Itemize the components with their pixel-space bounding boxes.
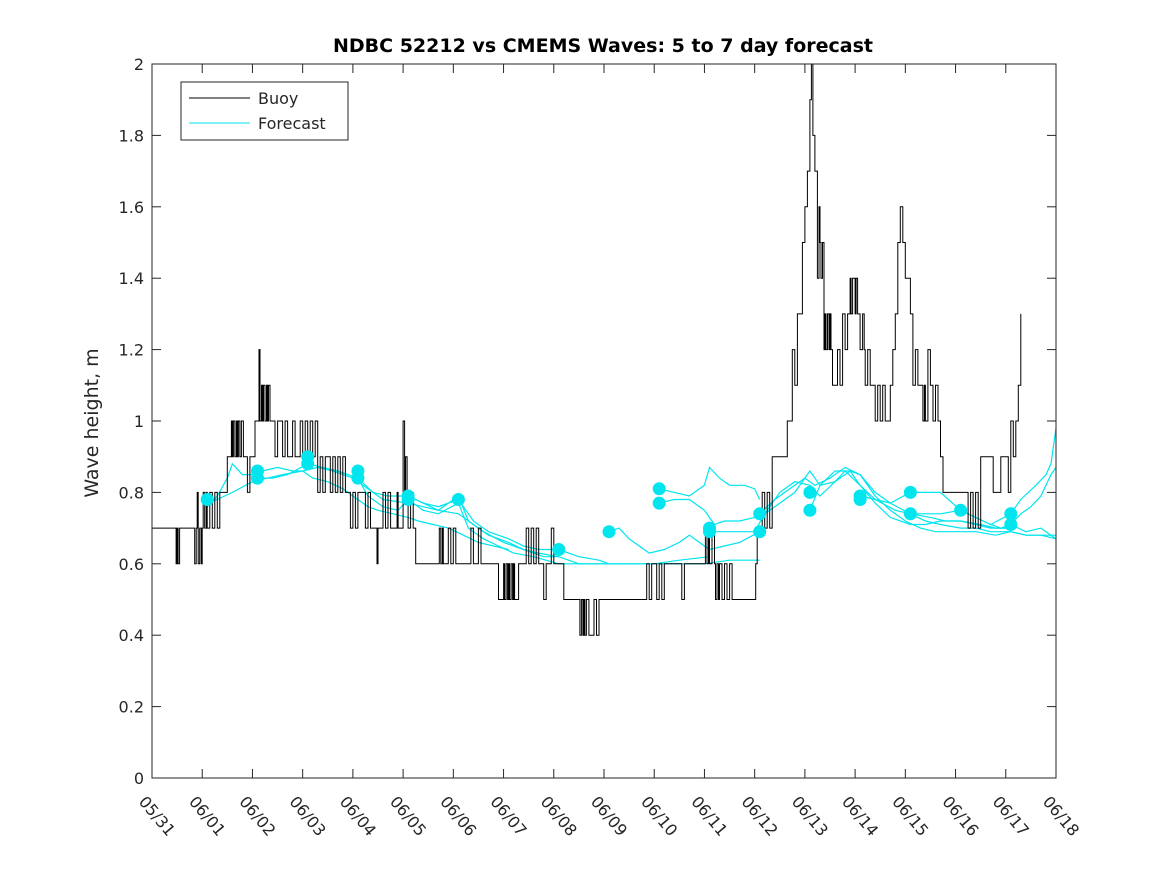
forecast-marker	[652, 482, 666, 496]
forecast-marker	[903, 507, 917, 521]
forecast-marker	[602, 525, 616, 539]
forecast-run-line	[759, 466, 1056, 536]
y-axis: 0 0.2 0.4 0.6 0.8 1 1.2 1.4 1.6 1.8 2	[119, 55, 1056, 788]
y-tick-label: 1.8	[119, 126, 144, 145]
y-tick-label: 0.8	[119, 483, 144, 502]
forecast-marker	[803, 503, 817, 517]
forecast-marker	[1004, 518, 1018, 531]
y-tick-label: 0	[134, 769, 144, 788]
forecast-marker	[251, 471, 264, 485]
forecast-marker	[903, 485, 917, 499]
y-tick-label: 1.4	[119, 269, 144, 288]
forecast-run-line	[809, 467, 1056, 529]
forecast-run-line	[659, 466, 761, 500]
forecast-marker	[753, 525, 767, 539]
forecast-marker	[552, 543, 566, 556]
buoy-series	[152, 64, 1022, 636]
y-tick-label: 0.6	[119, 555, 144, 574]
legend-label-buoy: Buoy	[258, 89, 298, 108]
y-tick-label: 1.6	[119, 198, 144, 217]
y-axis-title: Wave height, m	[81, 348, 103, 497]
forecast-run-line	[257, 463, 610, 565]
forecast-marker	[853, 489, 867, 503]
forecast-marker	[301, 457, 315, 471]
forecast-run-line	[910, 509, 1056, 540]
forecast-marker	[451, 493, 465, 506]
y-tick-label: 1.2	[119, 341, 144, 360]
y-tick-label: 0.4	[119, 626, 144, 645]
legend-box	[180, 81, 349, 141]
forecast-marker	[753, 507, 767, 521]
legend-label-forecast: Forecast	[258, 114, 326, 133]
y-tick-label: 0.2	[119, 698, 144, 717]
chart-title: NDBC 52212 vs CMEMS Waves: 5 to 7 day fo…	[333, 35, 873, 57]
forecast-marker	[803, 485, 817, 499]
y-tick-label: 2	[134, 55, 144, 74]
legend: Buoy Forecast	[180, 81, 349, 141]
forecast-markers	[200, 450, 1018, 556]
forecast-marker	[1004, 507, 1018, 521]
buoy-line	[152, 64, 1022, 636]
y-tick-label: 1	[134, 412, 144, 431]
forecast-marker	[200, 493, 214, 506]
forecast-marker	[351, 471, 365, 485]
forecast-marker	[703, 525, 716, 539]
forecast-run-line	[608, 527, 760, 554]
forecast-marker	[401, 489, 415, 503]
forecast-marker	[954, 503, 968, 517]
forecast-marker	[652, 496, 666, 510]
